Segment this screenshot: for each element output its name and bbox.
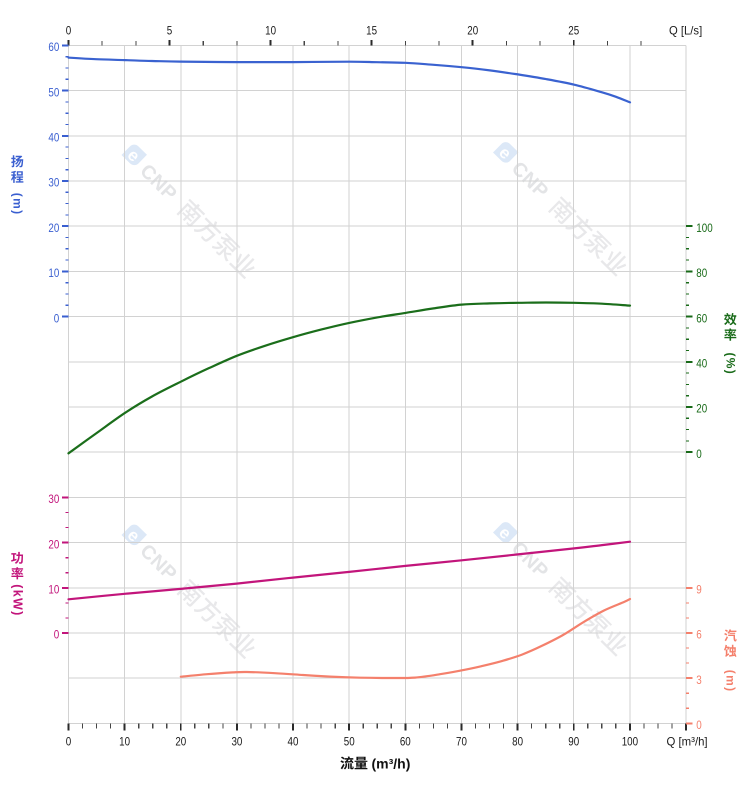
svg-text:(%): (%) xyxy=(724,353,738,376)
svg-text:0: 0 xyxy=(54,628,60,642)
svg-text:40: 40 xyxy=(696,357,707,371)
svg-text:40: 40 xyxy=(288,735,299,749)
svg-text:70: 70 xyxy=(456,735,467,749)
svg-text:(m): (m) xyxy=(11,193,25,216)
svg-text:6: 6 xyxy=(696,628,702,642)
svg-text:Q [L/s]: Q [L/s] xyxy=(669,24,702,38)
svg-text:(kW): (kW) xyxy=(11,584,25,616)
svg-text:15: 15 xyxy=(366,24,377,38)
svg-text:50: 50 xyxy=(344,735,355,749)
svg-text:30: 30 xyxy=(48,176,59,190)
svg-text:20: 20 xyxy=(467,24,478,38)
svg-text:0: 0 xyxy=(66,24,72,38)
svg-text:80: 80 xyxy=(696,266,707,280)
svg-text:20: 20 xyxy=(48,221,59,235)
svg-text:20: 20 xyxy=(175,735,186,749)
svg-text:5: 5 xyxy=(167,24,173,38)
svg-text:(m): (m) xyxy=(724,670,738,693)
svg-text:80: 80 xyxy=(512,735,523,749)
svg-text:10: 10 xyxy=(119,735,130,749)
svg-text:50: 50 xyxy=(48,85,59,99)
svg-text:60: 60 xyxy=(696,311,707,325)
svg-text:25: 25 xyxy=(568,24,579,38)
svg-text:10: 10 xyxy=(48,583,59,597)
svg-text:60: 60 xyxy=(48,40,59,54)
svg-text:10: 10 xyxy=(48,266,59,280)
svg-text:60: 60 xyxy=(400,735,411,749)
svg-text:0: 0 xyxy=(54,311,60,325)
svg-text:10: 10 xyxy=(265,24,276,38)
svg-text:100: 100 xyxy=(622,735,639,749)
svg-text:3: 3 xyxy=(696,673,702,687)
svg-text:(m³/h): (m³/h) xyxy=(372,755,411,771)
svg-text:Q [m³/h]: Q [m³/h] xyxy=(667,735,708,749)
svg-text:0: 0 xyxy=(696,718,702,732)
svg-text:20: 20 xyxy=(48,537,59,551)
svg-text:9: 9 xyxy=(696,583,702,597)
svg-text:20: 20 xyxy=(696,402,707,416)
svg-text:30: 30 xyxy=(231,735,242,749)
svg-text:100: 100 xyxy=(696,221,713,235)
svg-text:30: 30 xyxy=(48,492,59,506)
svg-text:0: 0 xyxy=(66,735,72,749)
svg-text:90: 90 xyxy=(568,735,579,749)
svg-text:40: 40 xyxy=(48,131,59,145)
svg-text:0: 0 xyxy=(696,447,702,461)
